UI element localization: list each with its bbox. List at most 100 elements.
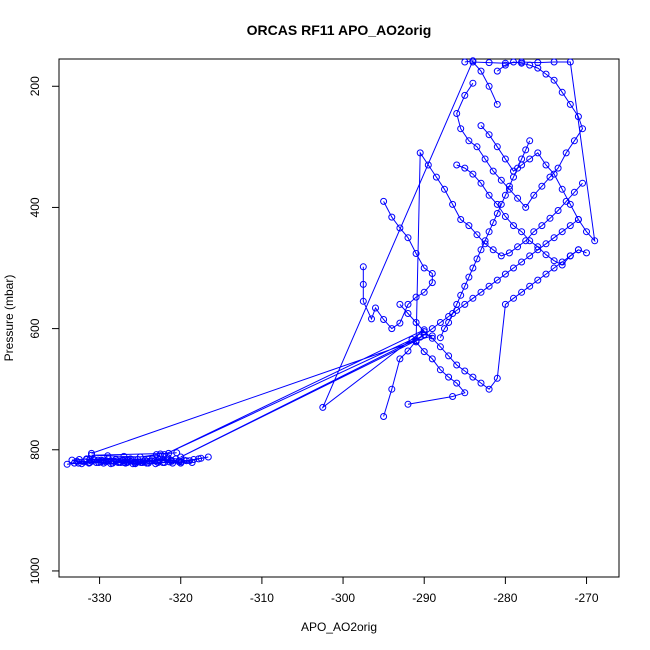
data-point xyxy=(477,67,485,75)
data-point xyxy=(156,450,164,458)
data-point xyxy=(473,255,481,263)
data-point xyxy=(554,164,562,172)
data-point xyxy=(518,228,526,236)
data-point xyxy=(428,325,436,333)
data-point xyxy=(518,288,526,296)
data-point xyxy=(591,237,599,245)
plot-area xyxy=(63,57,599,468)
data-point xyxy=(388,213,396,221)
data-point xyxy=(554,207,562,214)
data-point xyxy=(123,459,131,466)
data-point xyxy=(477,122,485,130)
data-point xyxy=(416,149,424,157)
data-point xyxy=(510,294,517,302)
data-point xyxy=(538,182,546,190)
data-point xyxy=(469,294,477,302)
data-point xyxy=(518,155,526,163)
data-point xyxy=(436,343,444,351)
data-point xyxy=(501,61,509,69)
data-point xyxy=(550,170,558,178)
data-point xyxy=(453,161,461,169)
data-point xyxy=(368,315,375,323)
data-point xyxy=(94,456,102,464)
data-point xyxy=(481,155,489,163)
data-point xyxy=(574,246,582,254)
data-point xyxy=(161,451,168,459)
data-point xyxy=(457,291,465,299)
data-point xyxy=(534,276,542,284)
data-point xyxy=(558,88,566,96)
data-point xyxy=(461,282,469,290)
data-point xyxy=(542,251,550,259)
data-point xyxy=(404,310,412,317)
data-point xyxy=(485,228,493,236)
data-point xyxy=(562,149,570,157)
data-point xyxy=(441,325,448,333)
data-point xyxy=(489,219,497,227)
data-point xyxy=(436,366,444,374)
data-point xyxy=(83,456,91,463)
data-point xyxy=(102,457,110,465)
data-point xyxy=(493,374,501,382)
data-point xyxy=(542,270,550,278)
data-point xyxy=(469,170,477,178)
y-tick-label: 400 xyxy=(28,197,42,217)
data-point xyxy=(510,173,517,181)
data-point xyxy=(85,459,93,467)
data-point xyxy=(469,58,477,66)
data-point xyxy=(135,458,142,466)
data-point xyxy=(473,231,481,239)
data-point xyxy=(148,457,155,465)
y-tick-label: 1000 xyxy=(28,557,42,584)
data-point xyxy=(91,456,99,464)
data-point xyxy=(501,155,509,163)
data-point xyxy=(449,200,457,208)
data-point xyxy=(432,173,440,181)
data-point xyxy=(449,310,457,317)
data-point xyxy=(461,164,469,172)
data-point xyxy=(550,234,558,242)
data-point xyxy=(469,79,477,87)
data-point xyxy=(481,237,489,245)
data-point xyxy=(510,222,517,230)
data-point xyxy=(188,459,196,466)
data-point xyxy=(465,273,473,281)
x-tick-label: -290 xyxy=(412,591,436,605)
data-point xyxy=(493,200,501,208)
data-point xyxy=(420,348,428,356)
data-point xyxy=(428,334,436,342)
data-point xyxy=(534,243,542,251)
x-tick-label: -310 xyxy=(250,591,274,605)
data-point xyxy=(477,246,485,254)
data-point xyxy=(542,240,550,248)
data-point xyxy=(104,452,112,460)
data-point xyxy=(510,264,517,272)
data-point xyxy=(380,197,388,205)
series-line xyxy=(362,201,433,330)
data-point xyxy=(396,300,404,308)
data-point xyxy=(445,319,453,326)
series-line xyxy=(456,61,584,209)
x-tick-label: -330 xyxy=(88,591,112,605)
data-point xyxy=(88,449,95,457)
series-line xyxy=(399,249,579,390)
data-point xyxy=(428,355,436,363)
series-line xyxy=(91,60,474,458)
data-point xyxy=(461,300,469,308)
data-point xyxy=(501,213,509,220)
data-point xyxy=(359,297,367,305)
data-point xyxy=(558,185,566,193)
data-point xyxy=(412,293,420,301)
data-point xyxy=(570,137,578,145)
data-point xyxy=(107,457,115,465)
data-point xyxy=(473,143,481,151)
data-point xyxy=(404,300,412,308)
data-point xyxy=(489,246,497,254)
data-point xyxy=(501,270,509,278)
data-point xyxy=(526,237,534,245)
data-point xyxy=(497,252,505,260)
y-axis: 200 400 600 800 1000 xyxy=(28,76,59,584)
data-point xyxy=(493,100,501,108)
data-point xyxy=(550,58,558,66)
data-point xyxy=(115,458,123,466)
